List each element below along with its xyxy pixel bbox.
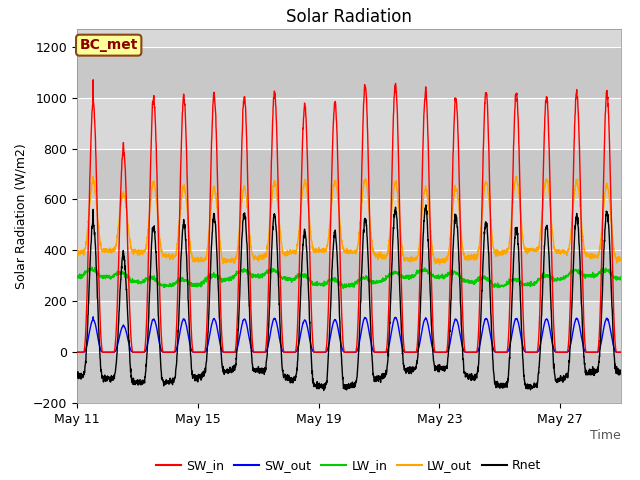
SW_out bbox=[271, 315, 278, 321]
LW_out bbox=[617, 256, 625, 262]
Line: LW_in: LW_in bbox=[77, 267, 621, 288]
LW_out bbox=[436, 261, 444, 267]
LW_out bbox=[271, 178, 278, 183]
LW_in bbox=[159, 282, 166, 288]
Rnet bbox=[547, 298, 555, 304]
LW_out bbox=[366, 221, 374, 227]
SW_in bbox=[617, 349, 625, 355]
Rnet bbox=[73, 374, 81, 380]
Legend: SW_in, SW_out, LW_in, LW_out, Rnet: SW_in, SW_out, LW_in, LW_out, Rnet bbox=[151, 455, 547, 478]
SW_in bbox=[126, 307, 134, 313]
Rnet bbox=[193, 372, 201, 378]
Line: LW_out: LW_out bbox=[77, 176, 621, 264]
SW_out bbox=[73, 349, 81, 355]
LW_out bbox=[126, 237, 134, 243]
Rnet bbox=[159, 376, 166, 382]
SW_out bbox=[547, 331, 554, 337]
LW_in bbox=[271, 268, 278, 274]
SW_in bbox=[366, 238, 374, 243]
SW_in bbox=[194, 349, 202, 355]
LW_in bbox=[73, 275, 81, 280]
Line: SW_in: SW_in bbox=[77, 80, 621, 352]
LW_out bbox=[547, 214, 555, 219]
SW_in bbox=[159, 347, 166, 353]
LW_in bbox=[367, 277, 374, 283]
Bar bbox=[77, 148, 621, 200]
SW_out bbox=[194, 349, 202, 355]
LW_in bbox=[339, 286, 347, 291]
Line: Rnet: Rnet bbox=[77, 205, 621, 390]
SW_out bbox=[366, 335, 374, 341]
SW_in bbox=[90, 77, 97, 83]
Rnet bbox=[422, 202, 429, 208]
SW_in bbox=[547, 209, 554, 215]
LW_out bbox=[73, 249, 81, 255]
SW_in bbox=[73, 349, 81, 355]
Bar bbox=[77, 352, 621, 403]
Bar bbox=[77, 47, 621, 97]
LW_in bbox=[194, 281, 202, 287]
LW_in bbox=[126, 276, 134, 282]
LW_in bbox=[617, 276, 625, 282]
LW_out bbox=[159, 252, 166, 258]
Rnet bbox=[270, 211, 278, 217]
LW_out bbox=[90, 173, 97, 179]
Text: Time: Time bbox=[590, 430, 621, 443]
Text: BC_met: BC_met bbox=[79, 38, 138, 52]
Rnet bbox=[320, 387, 328, 393]
Y-axis label: Solar Radiation (W/m2): Solar Radiation (W/m2) bbox=[14, 143, 27, 289]
Rnet bbox=[617, 369, 625, 375]
LW_in bbox=[88, 264, 96, 270]
SW_out bbox=[617, 349, 625, 355]
SW_out bbox=[159, 349, 166, 355]
SW_out bbox=[126, 344, 134, 350]
SW_out bbox=[90, 314, 97, 320]
SW_in bbox=[271, 88, 278, 94]
LW_in bbox=[547, 276, 555, 281]
Line: SW_out: SW_out bbox=[77, 317, 621, 352]
Title: Solar Radiation: Solar Radiation bbox=[286, 8, 412, 26]
Rnet bbox=[366, 311, 374, 316]
LW_out bbox=[194, 257, 202, 263]
Bar bbox=[77, 251, 621, 301]
Rnet bbox=[125, 348, 133, 353]
